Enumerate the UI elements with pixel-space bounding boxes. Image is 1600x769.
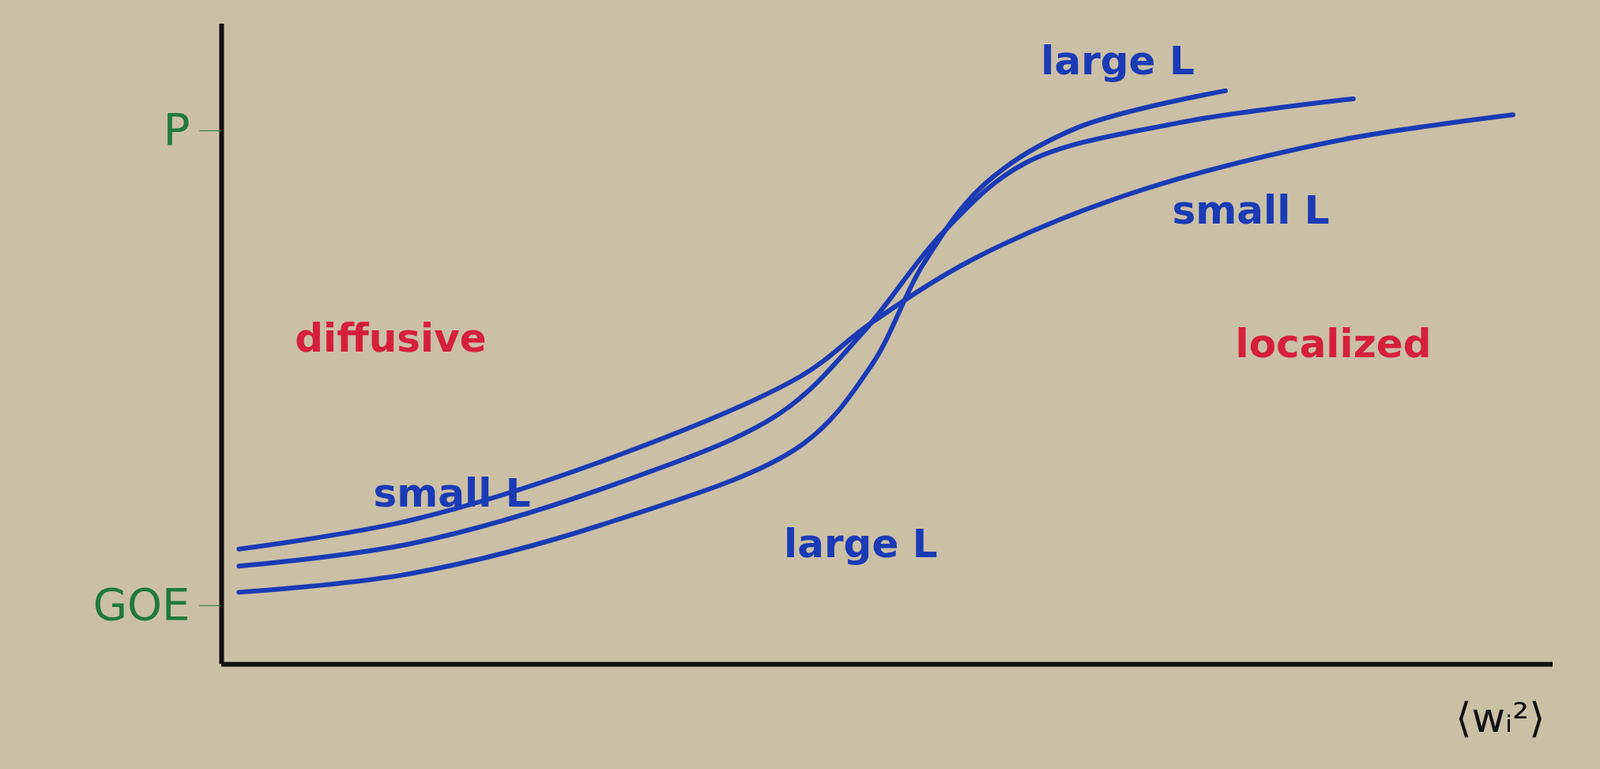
svg-text:small L: small L — [372, 470, 531, 516]
svg-text:small L: small L — [1171, 187, 1329, 234]
svg-text:⟨wᵢ²⟩: ⟨wᵢ²⟩ — [1455, 693, 1545, 742]
svg-text:GOE: GOE — [93, 578, 191, 630]
svg-text:large L: large L — [783, 520, 938, 567]
svg-text:localized: localized — [1234, 320, 1431, 367]
svg-text:diffusive: diffusive — [294, 315, 486, 362]
svg-text:P: P — [163, 103, 191, 155]
svg-text:large L: large L — [1040, 37, 1195, 84]
